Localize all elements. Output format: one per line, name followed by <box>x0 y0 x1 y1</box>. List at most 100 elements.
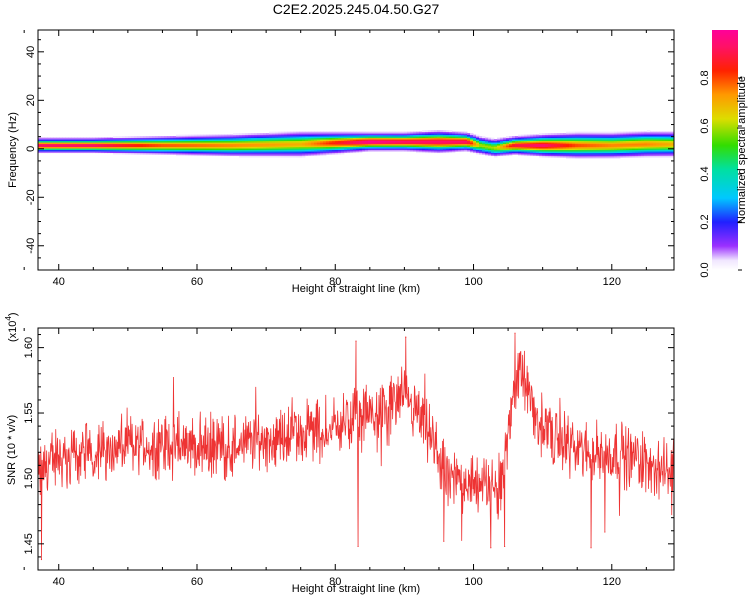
spectrogram-cell <box>590 142 594 145</box>
spectrogram-cell <box>575 149 579 152</box>
spectrogram-cell <box>626 139 630 142</box>
spectrogram-cell <box>128 143 132 146</box>
spectrogram-cell <box>146 152 150 155</box>
spectrogram-cell <box>218 151 222 154</box>
spectrogram-cell <box>176 142 180 145</box>
spectrogram-cell <box>473 146 477 149</box>
spectrogram-cell <box>512 151 516 154</box>
spectrogram-cell <box>632 133 636 136</box>
spectrogram-cell <box>251 145 255 148</box>
spectrogram-cell <box>188 146 192 149</box>
spectrogram-cell <box>623 143 627 146</box>
spectrogram-cell <box>470 145 474 148</box>
spectrogram-cell <box>611 151 615 154</box>
spectrogram-cell <box>587 149 591 152</box>
spectrogram-cell <box>641 152 645 155</box>
spectrogram-cell <box>521 142 525 145</box>
spectrogram-cell <box>269 139 273 142</box>
spectrogram-cell <box>401 136 405 139</box>
spectrogram-cell <box>533 137 537 140</box>
spectrogram-cell <box>149 146 153 149</box>
spectrogram-cell <box>599 152 603 155</box>
spectrogram-cell <box>473 142 477 145</box>
spectrogram-cell <box>164 148 168 151</box>
spectrogram-cell <box>242 151 246 154</box>
spectrogram-cell <box>638 142 642 145</box>
spectrogram-cell <box>317 148 321 151</box>
spectrogram-heatmap <box>38 130 675 160</box>
spectrogram-cell <box>149 139 153 142</box>
spectrogram-cell <box>608 157 612 160</box>
spectrogram-cell <box>506 154 510 157</box>
spectrogram-cell <box>665 151 669 154</box>
spectrogram-cell <box>287 137 291 140</box>
spectrogram-cell <box>269 145 273 148</box>
spectrogram-cell <box>167 152 171 155</box>
spectrogram-cell <box>191 143 195 146</box>
spectrogram-cell <box>263 155 267 158</box>
spectrogram-cell <box>611 146 615 149</box>
spectrogram-cell <box>422 146 426 149</box>
spectrogram-cell <box>299 139 303 142</box>
spectrogram-cell <box>662 148 666 151</box>
spectrogram-cell <box>437 134 441 137</box>
spectrogram-cell <box>365 142 369 145</box>
spectrogram-cell <box>560 139 564 142</box>
spectrogram-cell <box>212 151 216 154</box>
spectrogram-cell <box>458 134 462 137</box>
spectrogram-cell <box>260 139 264 142</box>
spectrogram-cell <box>407 148 411 151</box>
spectrogram-cell <box>191 152 195 155</box>
spectrogram-cell <box>578 148 582 151</box>
spectrogram-cell <box>296 154 300 157</box>
spectrogram-cell <box>536 152 540 155</box>
spectrogram-cell <box>233 154 237 157</box>
spectrogram-cell <box>542 137 546 140</box>
spectrogram-cell <box>521 140 525 143</box>
spectrogram-cell <box>245 148 249 151</box>
spectrogram-cell <box>629 149 633 152</box>
colorbar-tick-label: 0.0 <box>699 262 711 277</box>
spectrogram-cell <box>92 145 96 148</box>
spectrogram-xtick-label: 80 <box>329 276 341 288</box>
spectrogram-cell <box>605 143 609 146</box>
spectrogram-cell <box>638 136 642 139</box>
spectrogram-cell <box>620 145 624 148</box>
spectrogram-cell <box>647 134 651 137</box>
spectrogram-cell <box>527 149 531 152</box>
spectrogram-cell <box>344 148 348 151</box>
spectrogram-cell <box>389 148 393 151</box>
spectrogram-cell <box>506 136 510 139</box>
spectrogram-cell <box>377 140 381 143</box>
spectrogram-cell <box>152 145 156 148</box>
spectrogram-cell <box>281 133 285 136</box>
spectrogram-cell <box>479 148 483 151</box>
spectrogram-cell <box>533 140 537 143</box>
spectrogram-cell <box>461 149 465 152</box>
spectrogram-cell <box>212 143 216 146</box>
spectrogram-cell <box>635 146 639 149</box>
spectrogram-cell <box>539 145 543 148</box>
spectrogram-cell <box>62 137 66 140</box>
spectrogram-cell <box>227 151 231 154</box>
spectrogram-cell <box>323 143 327 146</box>
spectrogram-cell <box>578 142 582 145</box>
spectrogram-cell <box>641 136 645 139</box>
spectrogram-cell <box>257 155 261 158</box>
spectrogram-cell <box>344 134 348 137</box>
spectrogram-cell <box>374 149 378 152</box>
spectrogram-cell <box>635 133 639 136</box>
spectrogram-cell <box>551 146 555 149</box>
spectrogram-cell <box>203 152 207 155</box>
spectrogram-cell <box>572 137 576 140</box>
spectrogram-cell <box>503 139 507 142</box>
spectrogram-cell <box>77 146 81 149</box>
spectrogram-cell <box>557 145 561 148</box>
spectrogram-cell <box>602 145 606 148</box>
spectrogram-cell <box>557 149 561 152</box>
spectrogram-cell <box>368 131 372 134</box>
spectrogram-cell <box>290 154 294 157</box>
spectrogram-cell <box>218 142 222 145</box>
spectrogram-cell <box>359 133 363 136</box>
spectrogram-cell <box>452 136 456 139</box>
